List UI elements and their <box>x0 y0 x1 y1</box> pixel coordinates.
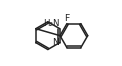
Text: H₂N: H₂N <box>43 19 59 28</box>
Text: N: N <box>52 38 59 47</box>
Text: F: F <box>64 14 70 23</box>
